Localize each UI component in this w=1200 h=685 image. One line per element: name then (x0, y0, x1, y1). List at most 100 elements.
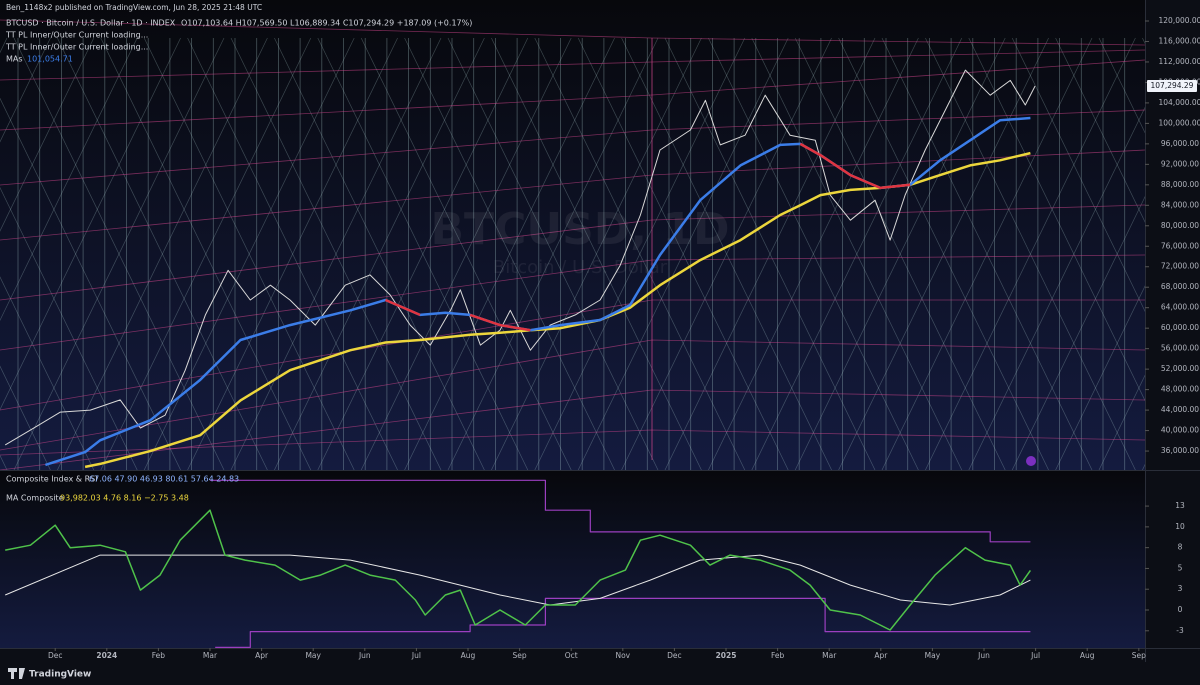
x-tick-label: Mar (203, 651, 218, 660)
lattice-diagonal (1055, 285, 1145, 470)
lattice-diagonal (838, 37, 1049, 470)
legend-ma-composite-values: 93,982.03 4.76 8.16 −2.75 3.48 (60, 494, 189, 503)
lattice-diagonal (577, 37, 789, 470)
y-tick-label: 64,000.00 (1161, 303, 1199, 312)
x-tick-label: Sep (513, 651, 527, 660)
y-tick-label: 36,000.00 (1161, 446, 1199, 455)
lattice-diagonal (317, 37, 529, 470)
series-line (210, 479, 1031, 543)
y-tick-label: 3 (1178, 584, 1183, 593)
watermark-sub: Bitcoin / U.S. Dollar (493, 257, 668, 278)
y-tick-label: 13 (1175, 501, 1185, 510)
lattice-diagonal (143, 37, 355, 470)
main-pane (0, 0, 1145, 470)
lattice-diagonal (13, 37, 225, 470)
x-tick-label: Aug (461, 651, 476, 660)
last-price-tag (1147, 80, 1197, 93)
watermark: BTCUSD, 1D (431, 204, 730, 255)
x-tick-label: Jun (977, 651, 990, 660)
lattice-diagonal (100, 37, 312, 470)
legend-rsi-values: 67.06 47.90 46.93 80.61 57.64 24.83 (89, 475, 239, 484)
main-plot (4, 69, 1036, 469)
lattice-diagonal (621, 37, 832, 470)
series-line (5, 509, 1032, 631)
x-tick-label: Oct (565, 651, 578, 660)
lower-pane (0, 471, 1145, 648)
lattice-diagonal (534, 37, 746, 470)
lattice-diagonal (404, 37, 615, 470)
lattice-diagonal (0, 186, 138, 470)
lattice-diagonal (708, 37, 919, 470)
lattice-diagonal (881, 37, 1093, 470)
y-tick-label: 96,000.00 (1161, 139, 1199, 148)
header: Ben_1148x2 published on TradingView.com,… (6, 3, 262, 12)
lattice-diagonal (1098, 374, 1145, 470)
lattice-diagonal (404, 37, 615, 470)
x-tick-label: Apr (255, 651, 269, 660)
legend-indicator: TT PL Inner/Outer Current loading... (5, 43, 148, 52)
lattice-diagonal (0, 37, 181, 411)
lattice-diagonal (0, 97, 181, 470)
lattice-diagonal (491, 37, 702, 470)
x-tick-label: Mar (822, 651, 837, 660)
lattice-diagonal (621, 37, 832, 470)
series-line (5, 554, 1031, 606)
flash-icon[interactable] (1026, 456, 1036, 466)
geometry-overlay (0, 19, 1145, 470)
y-tick-label: 88,000.00 (1161, 180, 1199, 189)
lattice-diagonal (0, 37, 95, 232)
lattice-diagonal (708, 37, 919, 470)
x-tick-label: Jul (411, 651, 421, 660)
lattice-diagonal (968, 37, 1145, 402)
lattice-diagonal (230, 37, 442, 470)
lower-plot (5, 479, 1032, 648)
lattice-diagonal (13, 37, 225, 470)
y-tick-label: 112,000.00 (1159, 57, 1200, 66)
x-tick-label: Feb (771, 651, 785, 660)
lattice-diagonal (360, 37, 572, 470)
footer-bar (0, 664, 1200, 685)
lattice-diagonal (230, 37, 442, 470)
lattice-diagonal (187, 37, 398, 470)
x-tick-label: Jul (1030, 651, 1040, 660)
y-tick-label: 44,000.00 (1161, 405, 1199, 414)
lattice-diagonal (57, 37, 268, 470)
x-tick-label: Dec (48, 651, 63, 660)
y-tick-label: 76,000.00 (1161, 241, 1199, 250)
lattice-diagonal (751, 37, 963, 470)
x-tick-label: 2025 (716, 651, 737, 660)
x-tick-label: May (925, 651, 941, 660)
x-tick-label: Sep (1132, 651, 1146, 660)
x-tick-label: Apr (874, 651, 888, 660)
legend-ma-composite: MA Composite (6, 494, 64, 503)
legend-symbol: BTCUSD · Bitcoin / U.S. Dollar · 1D · IN… (6, 19, 176, 28)
lattice-diagonal (925, 37, 1136, 470)
lattice-diagonal (794, 37, 1006, 470)
y-tick-label: 52,000.00 (1161, 364, 1199, 373)
y-tick-label: 92,000.00 (1161, 159, 1199, 168)
lattice-diagonal (0, 37, 138, 322)
series-line (385, 142, 911, 332)
x-tick-label: May (305, 651, 321, 660)
y-tick-label: 104,000.00 (1159, 98, 1200, 107)
y-tick-label: 68,000.00 (1161, 282, 1199, 291)
y-tick-label: 10 (1175, 522, 1185, 531)
y-tick-label: -3 (1176, 626, 1184, 635)
y-tick-label: 120,000.00 (1159, 16, 1200, 25)
y-tick-label: 56,000.00 (1161, 344, 1199, 353)
lattice-diagonal (577, 37, 789, 470)
lattice-diagonal (187, 37, 398, 470)
series-line (4, 69, 1036, 446)
y-tick-label: 72,000.00 (1161, 262, 1199, 271)
x-tick-label: Dec (667, 651, 682, 660)
y-tick-label: 100,000.00 (1159, 118, 1200, 127)
y-tick-label: 116,000.00 (1159, 36, 1200, 45)
lattice-diagonal (447, 37, 659, 470)
lattice-diagonal (57, 37, 268, 470)
lattice-diagonal (751, 37, 963, 470)
y-tick-label: 80,000.00 (1161, 221, 1199, 230)
y-tick-label: 0 (1178, 605, 1183, 614)
y-tick-label: 60,000.00 (1161, 323, 1199, 332)
